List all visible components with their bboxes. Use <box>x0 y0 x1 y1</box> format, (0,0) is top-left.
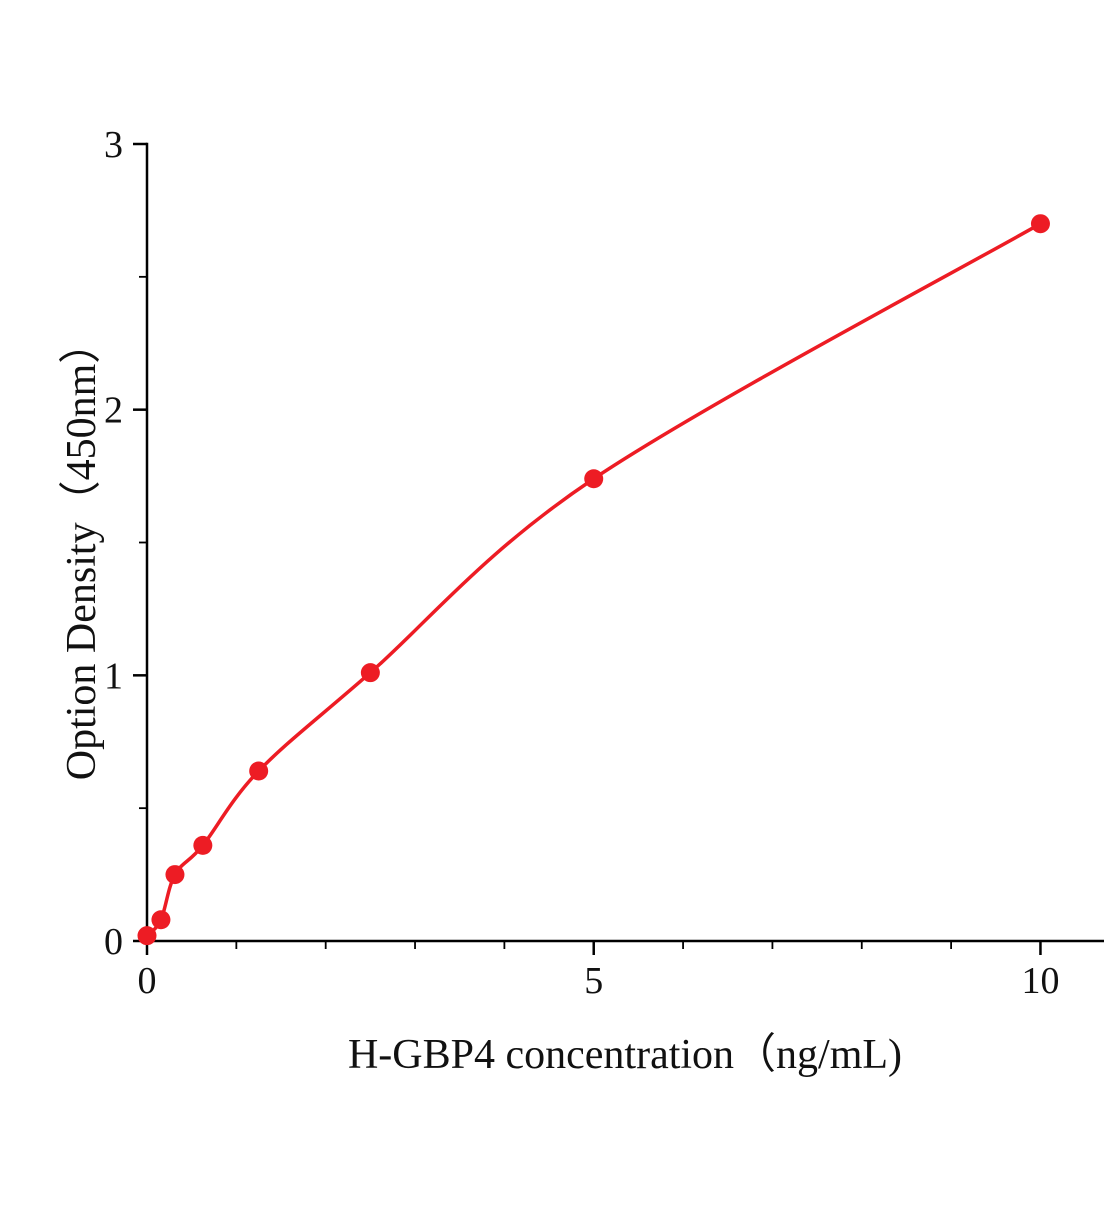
fit-curve <box>145 221 1043 938</box>
axis-lines <box>145 142 1104 943</box>
x-axis-title: H-GBP4 concentration（ng/mL) <box>347 1032 903 1078</box>
data-point <box>165 865 185 885</box>
x-tick-label: 10 <box>1021 960 1059 1002</box>
y-tick-label: 1 <box>104 655 123 697</box>
y-tick-label: 3 <box>104 124 123 166</box>
data-point <box>249 761 269 781</box>
chart-canvas: 0 5 10 0 1 2 3 <box>104 124 1104 1002</box>
data-point <box>193 835 213 855</box>
data-point <box>584 469 604 489</box>
x-tick-label: 0 <box>138 960 157 1002</box>
y-axis-title: Option Density（450nm） <box>59 321 105 781</box>
elisa-standard-curve-figure: 0 5 10 0 1 2 3 H-GBP4 concentration（ng/mL) Opt… <box>40 16 1104 1216</box>
data-point <box>1030 214 1050 234</box>
x-tick-label: 5 <box>584 960 603 1002</box>
data-point <box>360 663 380 683</box>
data-point <box>137 926 157 946</box>
y-tick-label: 0 <box>104 921 123 963</box>
y-tick-label: 2 <box>104 390 123 432</box>
data-point <box>151 910 171 930</box>
